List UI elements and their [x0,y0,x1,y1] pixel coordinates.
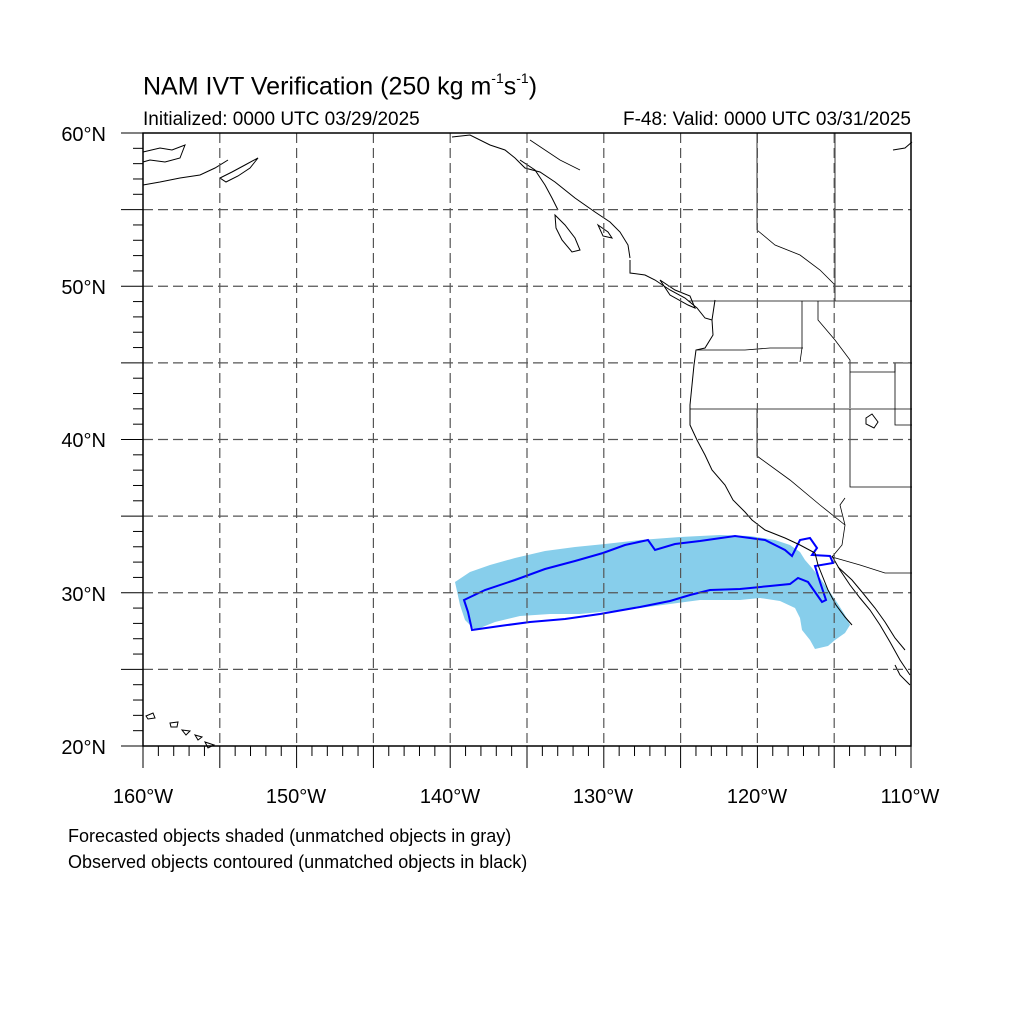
lat-label-50n: 50°N [61,277,106,299]
lon-label-120w: 120°W [726,786,788,808]
map-frame [142,132,912,747]
chart-title: NAM IVT Verification (250 kg m-1s-1) [143,70,538,101]
political-borders [529,133,912,574]
lon-label-140w: 140°W [419,786,481,808]
lat-label-60n: 60°N [61,124,106,146]
observed-ivt-contour [462,534,835,632]
lon-label-160w: 160°W [112,786,174,808]
lon-label-110w: 110°W [880,786,940,808]
valid-time: F-48: Valid: 0000 UTC 03/31/2025 [623,109,911,130]
initialized-time: Initialized: 0000 UTC 03/29/2025 [143,109,420,130]
lat-label-30n: 30°N [61,584,106,606]
legend-note-observed: Observed objects contoured (unmatched ob… [68,852,528,872]
lon-label-150w: 150°W [265,786,327,808]
lat-label-40n: 40°N [61,430,106,452]
lat-label-20n: 20°N [61,737,106,759]
lon-label-130w: 130°W [572,786,634,808]
forecast-ivt-object [455,535,850,649]
coastlines [142,134,913,749]
legend-note-forecast: Forecasted objects shaded (unmatched obj… [68,826,512,846]
